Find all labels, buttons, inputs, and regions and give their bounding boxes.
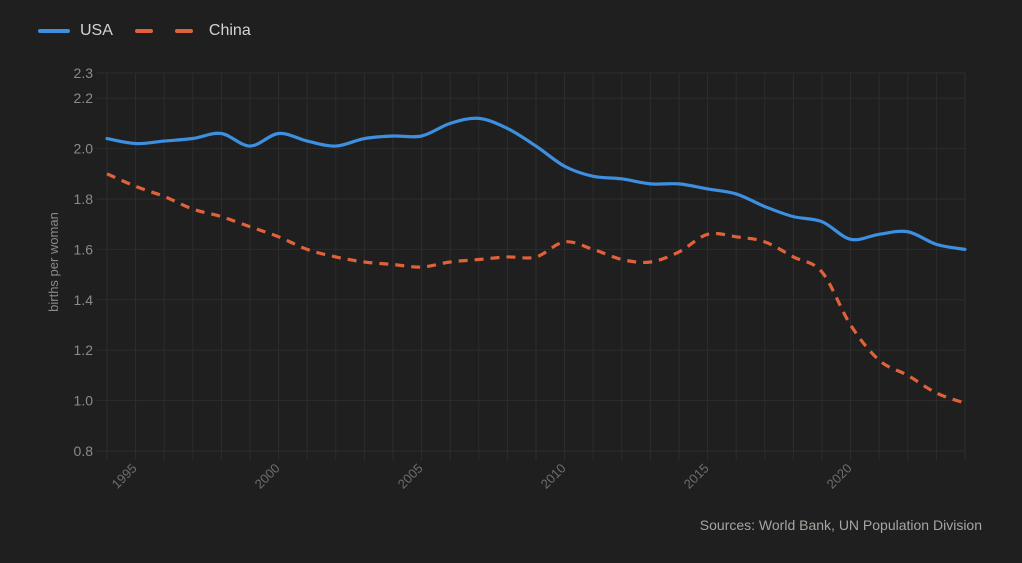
y-tick-label: 2.3 bbox=[74, 65, 94, 81]
y-tick-label: 1.2 bbox=[74, 342, 94, 358]
x-tick-label: 2015 bbox=[681, 461, 712, 492]
grid bbox=[97, 72, 966, 460]
x-tick-label: 1995 bbox=[109, 461, 140, 492]
x-tick-label: 2005 bbox=[395, 461, 426, 492]
y-tick-label: 1.6 bbox=[74, 241, 94, 257]
y-tick-label: 2.0 bbox=[74, 141, 94, 157]
legend-swatch-china bbox=[134, 29, 199, 33]
y-tick-label: 0.8 bbox=[74, 443, 94, 459]
y-tick-label: 1.8 bbox=[74, 191, 94, 207]
legend-item-usa[interactable]: USA bbox=[38, 22, 113, 40]
legend-label-china: China bbox=[208, 22, 251, 39]
y-tick-label: 2.2 bbox=[74, 90, 94, 106]
series-line-usa bbox=[105, 116, 967, 251]
legend-label-usa: USA bbox=[80, 22, 113, 39]
y-axis-ticks: 0.8 1.0 1.2 1.4 1.6 1.8 2.0 2.2 2.3 bbox=[74, 65, 94, 459]
legend: USA China bbox=[38, 22, 273, 40]
series-line-china bbox=[106, 172, 966, 405]
x-tick-label: 2010 bbox=[538, 461, 569, 492]
legend-swatch-usa bbox=[38, 29, 70, 33]
y-tick-label: 1.4 bbox=[74, 292, 94, 308]
x-tick-label: 2000 bbox=[252, 461, 283, 492]
y-axis-label: births per woman bbox=[46, 212, 61, 312]
series-group bbox=[105, 116, 967, 405]
y-tick-label: 1.0 bbox=[74, 393, 94, 409]
source-note: Sources: World Bank, UN Population Divis… bbox=[699, 517, 982, 533]
legend-item-china[interactable]: China bbox=[134, 22, 251, 40]
x-tick-label: 2020 bbox=[824, 461, 855, 492]
x-axis-ticks: 1995 2000 2005 2010 2015 2020 bbox=[109, 461, 855, 492]
